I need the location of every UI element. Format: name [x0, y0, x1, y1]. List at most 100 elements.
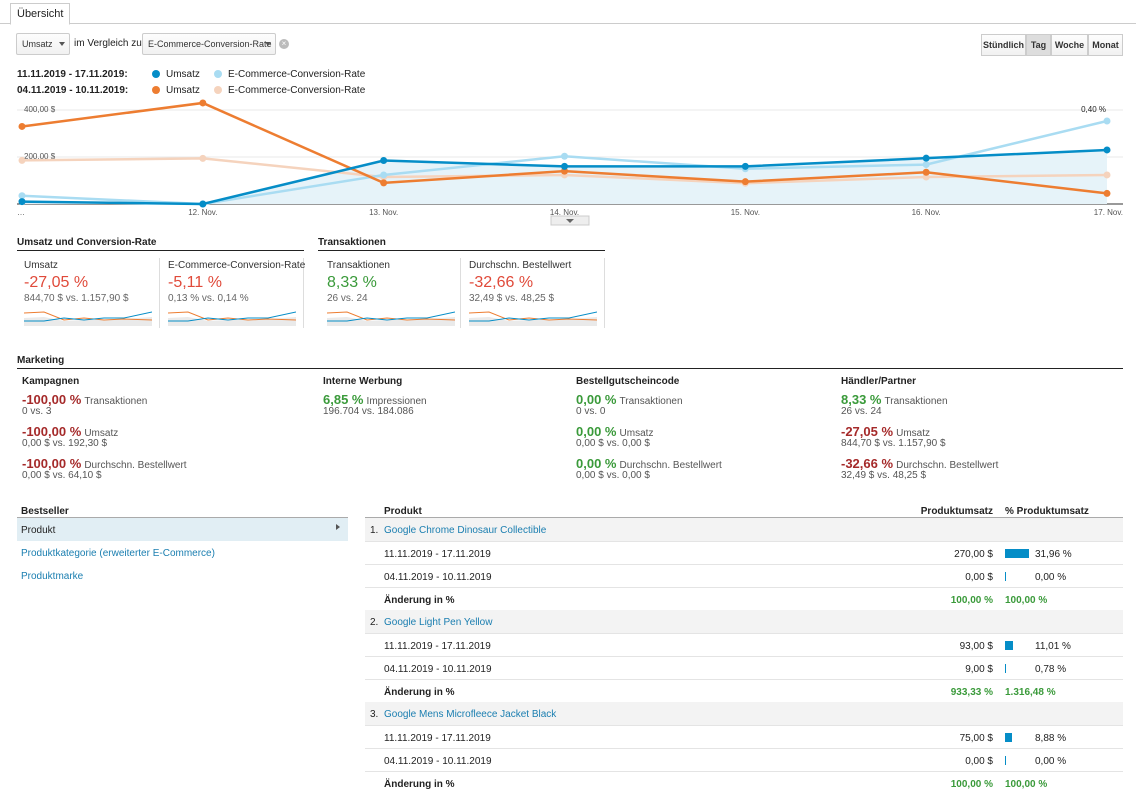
- card-comparison: 26 vs. 24: [327, 293, 368, 304]
- marketing-percent: -100,00 %: [22, 456, 82, 471]
- bestseller-item-category[interactable]: Produktkategorie (erweiterter E-Commerce…: [21, 548, 215, 559]
- series-point[interactable]: [18, 122, 26, 130]
- series-point[interactable]: [18, 156, 26, 164]
- share-bar: [1005, 756, 1006, 765]
- card-label: Umsatz: [24, 260, 58, 271]
- compare-select[interactable]: E-Commerce-Conversion-Rate: [142, 33, 276, 55]
- clear-icon[interactable]: ×: [279, 39, 289, 49]
- share-value: 0,00 %: [1035, 572, 1067, 583]
- series-point[interactable]: [561, 152, 568, 160]
- marketing-percent: 0,00 %: [576, 424, 617, 439]
- granularity-month-button[interactable]: Monat: [1088, 34, 1123, 56]
- metric-select[interactable]: Umsatz: [16, 33, 70, 55]
- chart-collapse-handle[interactable]: [550, 215, 590, 226]
- series-point[interactable]: [1103, 171, 1111, 179]
- revenue-value: 0,00 $: [965, 572, 993, 583]
- divider: [365, 517, 1123, 518]
- marketing-metric: -100,00 % Durchschn. Bestellwert: [22, 456, 187, 471]
- series-point[interactable]: [922, 161, 930, 169]
- change-share: 100,00 %: [1005, 595, 1048, 606]
- share-value: 0,00 %: [1035, 756, 1067, 767]
- granularity-day-button[interactable]: Tag: [1026, 34, 1051, 56]
- table-row: 11.11.2019 - 17.11.2019 75,00 $ 8,88 %: [365, 725, 1123, 748]
- series-point[interactable]: [1103, 117, 1111, 125]
- summary-card[interactable]: Durchschn. Bestellwert -32,66 % 32,49 $ …: [469, 258, 604, 328]
- change-share: 100,00 %: [1005, 779, 1048, 790]
- card-divider: [604, 258, 605, 328]
- series-point[interactable]: [1103, 189, 1111, 197]
- marketing-comparison: 26 vs. 24: [841, 406, 882, 417]
- card-comparison: 0,13 % vs. 0,14 %: [168, 293, 249, 304]
- series-point[interactable]: [922, 154, 930, 162]
- legend-umsatz-current: Umsatz: [166, 69, 200, 80]
- granularity-hourly-button[interactable]: Stündlich: [981, 34, 1026, 56]
- series-point[interactable]: [380, 157, 388, 165]
- marketing-comparison: 844,70 $ vs. 1.157,90 $: [841, 438, 946, 449]
- series-point[interactable]: [561, 162, 568, 170]
- marketing-comparison: 196.704 vs. 184.086: [323, 406, 414, 417]
- series-point[interactable]: [922, 168, 930, 176]
- granularity-week-button[interactable]: Woche: [1051, 34, 1088, 56]
- tab-overview[interactable]: Übersicht: [10, 3, 71, 25]
- legend-dot-icon: [152, 70, 160, 78]
- marketing-comparison: 0 vs. 0: [576, 406, 606, 417]
- series-point[interactable]: [18, 192, 26, 200]
- bestseller-item-label: Produkt: [21, 525, 56, 536]
- series-point[interactable]: [199, 99, 207, 107]
- summary-card[interactable]: Umsatz -27,05 % 844,70 $ vs. 1.157,90 $: [24, 258, 159, 328]
- series-point[interactable]: [380, 171, 388, 179]
- col-header-revenue: Produktumsatz: [920, 506, 993, 517]
- change-label: Änderung in %: [384, 687, 455, 698]
- x-tick-label: 17. Nov.: [1094, 208, 1123, 217]
- card-divider: [460, 258, 461, 328]
- series-point[interactable]: [18, 198, 26, 206]
- series-point[interactable]: [199, 154, 207, 162]
- bestseller-item-product[interactable]: Produkt: [17, 518, 348, 541]
- card-percent: -27,05 %: [24, 274, 89, 291]
- series-point[interactable]: [1103, 146, 1111, 154]
- marketing-column-head[interactable]: Bestellgutscheincode: [576, 376, 680, 387]
- series-point[interactable]: [380, 179, 388, 187]
- summary-card[interactable]: Transaktionen 8,33 % 26 vs. 24: [327, 258, 462, 328]
- main-line-chart[interactable]: 400,00 $0,40 %200,00 $0,20 %…12. Nov.13.…: [0, 96, 1136, 230]
- marketing-metric-name: Transaktionen: [619, 396, 683, 407]
- marketing-metric: -100,00 % Umsatz: [22, 424, 118, 439]
- series-point[interactable]: [741, 162, 749, 170]
- marketing-column-head[interactable]: Händler/Partner: [841, 376, 917, 387]
- change-row: Änderung in % 933,33 % 1.316,48 %: [365, 679, 1123, 702]
- col-header-product: Produkt: [384, 506, 422, 517]
- period-label: 04.11.2019 - 10.11.2019: [384, 664, 492, 675]
- series-point[interactable]: [199, 200, 207, 208]
- product-link[interactable]: Google Light Pen Yellow: [384, 617, 493, 628]
- sparkline: [24, 311, 152, 326]
- summary-card[interactable]: E-Commerce-Conversion-Rate -5,11 % 0,13 …: [168, 258, 305, 328]
- series-point[interactable]: [741, 178, 749, 186]
- product-link[interactable]: Google Mens Microfleece Jacket Black: [384, 709, 557, 720]
- legend-previous-range: 04.11.2019 - 10.11.2019:: [17, 85, 129, 96]
- marketing-metric: 0,00 % Transaktionen: [576, 392, 683, 407]
- marketing-metric: -100,00 % Transaktionen: [22, 392, 147, 407]
- marketing-metric-name: Umsatz: [619, 428, 654, 439]
- x-tick-label: 12. Nov.: [188, 208, 217, 217]
- table-row: 04.11.2019 - 10.11.2019 0,00 $ 0,00 %: [365, 748, 1123, 771]
- table-row: 04.11.2019 - 10.11.2019 9,00 $ 0,78 %: [365, 656, 1123, 679]
- x-tick-label: 14. Nov.: [550, 208, 579, 217]
- marketing-column-head[interactable]: Kampagnen: [22, 376, 80, 387]
- compare-label: im Vergleich zu: [74, 38, 142, 49]
- section-title-transactions: Transaktionen: [318, 237, 605, 251]
- product-link[interactable]: Google Chrome Dinosaur Collectible: [384, 525, 547, 536]
- share-value: 0,78 %: [1035, 664, 1067, 675]
- marketing-comparison: 0,00 $ vs. 64,10 $: [22, 470, 102, 481]
- marketing-metric-name: Umsatz: [896, 428, 931, 439]
- change-share: 1.316,48 %: [1005, 687, 1056, 698]
- chevron-down-icon: [566, 219, 574, 223]
- chevron-down-icon: [59, 42, 65, 46]
- compare-select-value: E-Commerce-Conversion-Rate: [148, 39, 272, 49]
- bestseller-item-brand[interactable]: Produktmarke: [21, 571, 84, 582]
- marketing-percent: -27,05 %: [841, 424, 894, 439]
- marketing-column-head[interactable]: Interne Werbung: [323, 376, 403, 387]
- card-label: Transaktionen: [327, 260, 390, 271]
- legend-dot-icon: [214, 86, 222, 94]
- period-label: 04.11.2019 - 10.11.2019: [384, 572, 492, 583]
- product-index: 3.: [370, 709, 379, 720]
